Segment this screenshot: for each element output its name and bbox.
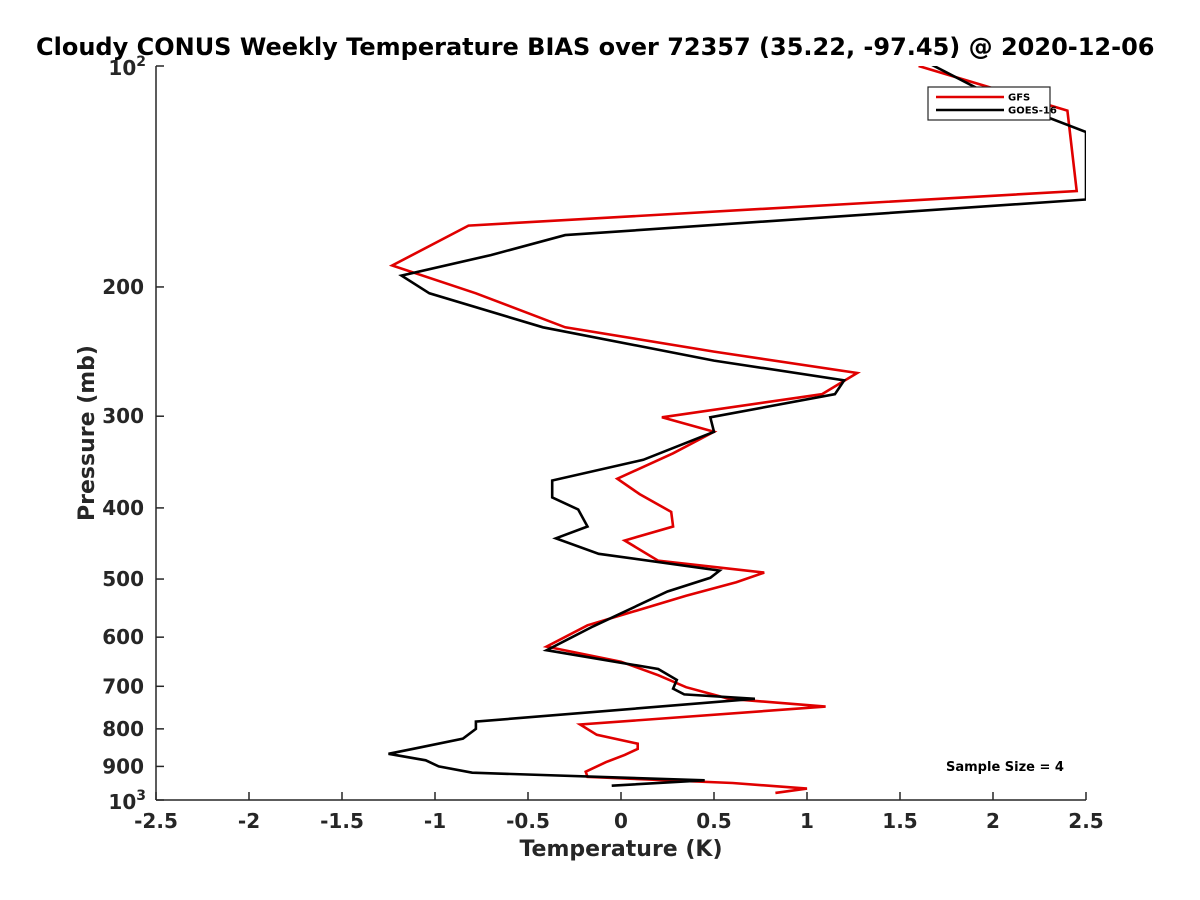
- y-tick-label: 900: [102, 754, 144, 778]
- x-tick-label: -1: [424, 809, 446, 833]
- x-tick-label: 2.5: [1068, 809, 1103, 833]
- y-tick-label: 200: [102, 275, 144, 299]
- y-tick-label: 300: [102, 404, 144, 428]
- x-tick-label: 1.5: [882, 809, 917, 833]
- x-tick-label: 1: [800, 809, 814, 833]
- chart-title: Cloudy CONUS Weekly Temperature BIAS ove…: [36, 33, 1154, 61]
- y-tick-label: 400: [102, 496, 144, 520]
- legend-box: [927, 86, 1051, 121]
- y-tick-label-power: 103: [108, 788, 146, 814]
- y-axis-label: Pressure (mb): [75, 345, 100, 521]
- x-tick-label: -0.5: [506, 809, 550, 833]
- series-line-goes16: [388, 66, 1086, 787]
- x-tick-label: 0: [614, 809, 628, 833]
- series-layer: [388, 66, 1086, 795]
- y-tick-exponent: 3: [136, 788, 146, 804]
- series-line-gfs: [388, 66, 1079, 795]
- y-tick-exponent: 2: [136, 54, 146, 70]
- sample-size-annotation: Sample Size = 4: [946, 760, 1064, 775]
- y-tick-label-power: 102: [108, 54, 146, 80]
- x-tick-label: -2.5: [134, 809, 178, 833]
- x-axis-label: Temperature (K): [519, 837, 722, 862]
- x-tick-label: 0.5: [696, 809, 731, 833]
- legend-label-gfs: GFS: [1008, 93, 1030, 104]
- y-tick-base: 10: [108, 790, 136, 814]
- legend-label-goes16: GOES-16: [1008, 106, 1057, 117]
- y-tick-label: 800: [102, 717, 144, 741]
- y-tick-label: 600: [102, 625, 144, 649]
- y-tick-label: 700: [102, 674, 144, 698]
- legend: GFS GOES-16: [927, 86, 1057, 121]
- x-tick-label: -1.5: [320, 809, 364, 833]
- x-axis-ticks: -2.5 -2 -1.5 -1 -0.5 0 0.5 1 1.5 2 2.5: [134, 792, 1104, 833]
- y-tick-base: 10: [108, 56, 136, 80]
- y-tick-label: 500: [102, 567, 144, 591]
- x-tick-label: -2: [238, 809, 260, 833]
- x-tick-label: 2: [986, 809, 1000, 833]
